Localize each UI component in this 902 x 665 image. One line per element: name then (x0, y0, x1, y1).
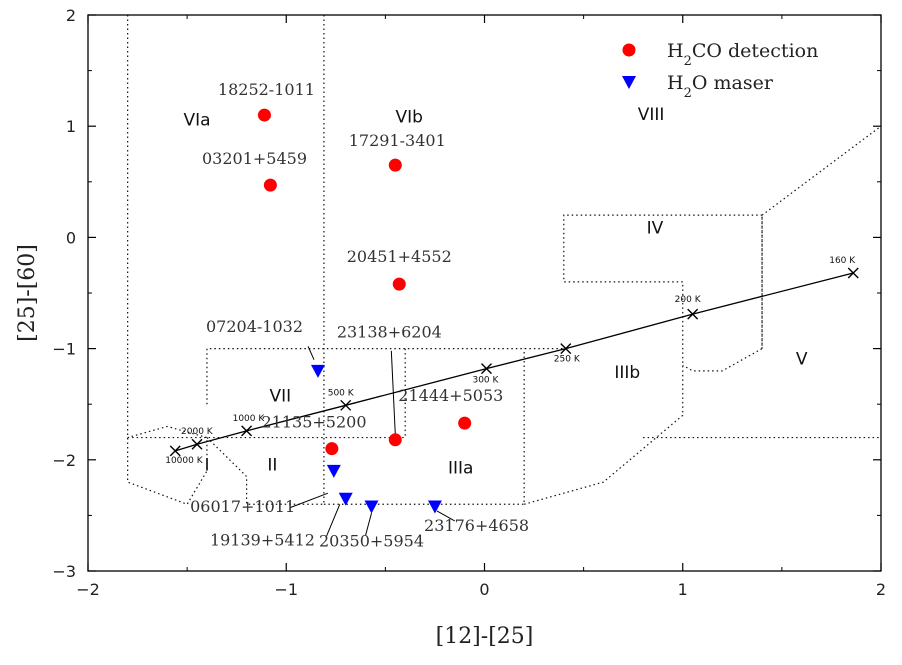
region-label-i: I (204, 455, 209, 475)
blackbody-marker (191, 438, 203, 450)
plot-frame (87, 14, 882, 572)
h2o-maser-point (310, 364, 325, 378)
source-name-label: 20350+5954 (319, 532, 424, 551)
region-boundaries (127, 15, 882, 506)
blackbody-line (175, 272, 854, 452)
source-name-label: 23176+4658 (424, 516, 529, 535)
region-label-iiia: IIIa (448, 459, 473, 479)
region-label-via: VIa (184, 111, 211, 131)
y-tick-label: −3 (52, 562, 76, 581)
legend: H2CO detection H2O maser (622, 40, 818, 101)
h2co-detection-point (388, 158, 402, 172)
region-boundary-3 (206, 437, 324, 505)
region-label-v: V (796, 350, 808, 370)
blackbody-curve (169, 267, 859, 457)
source-name-label: 21444+5053 (398, 386, 503, 405)
legend-marker-h2co (622, 43, 636, 57)
blackbody-marker (340, 399, 352, 411)
leader-line (290, 492, 329, 509)
x-tick-label: 1 (678, 580, 688, 599)
leader-line (436, 510, 456, 522)
region-label-ii: II (267, 455, 277, 475)
region-label-vii: VII (269, 386, 291, 406)
y-tick-label: 1 (66, 117, 76, 136)
y-axis-title: [25]-[60] (15, 244, 40, 342)
x-axis-title: [12]-[25] (436, 624, 534, 649)
h2co-detection-point (388, 433, 402, 447)
region-label-vib: VIb (395, 107, 422, 127)
region-boundary-4 (206, 348, 564, 405)
y-tick-label: −1 (52, 340, 76, 359)
region-label-iv: IV (647, 219, 664, 239)
h2co-detection-point (257, 108, 271, 122)
h2o-maser-point (338, 492, 353, 506)
region-boundary-8 (761, 125, 882, 216)
temperature-label: 160 K (829, 256, 856, 266)
blackbody-marker (241, 425, 253, 437)
leader-line (325, 504, 341, 538)
source-name-label: 20451+4552 (347, 247, 452, 266)
h2o-maser-point (427, 500, 442, 514)
blackbody-marker (560, 343, 572, 355)
temperature-label: 500 K (328, 388, 355, 398)
temperature-label: 2000 K (181, 427, 214, 437)
temperature-label: 300 K (472, 376, 499, 386)
data-points (257, 108, 472, 514)
region-label-viii: VIII (638, 105, 665, 125)
h2o-maser-point (364, 500, 379, 514)
h2co-detection-point (263, 178, 277, 192)
x-tick-label: −1 (274, 580, 298, 599)
region-boundary-7 (523, 214, 763, 505)
x-tick-label: −2 (76, 580, 100, 599)
source-name-label: 18252-1011 (218, 80, 315, 99)
leader-line (307, 346, 315, 360)
temperature-label: 1000 K (233, 414, 266, 424)
source-name-label: 06017+1011 (190, 497, 295, 516)
blackbody-marker (480, 363, 492, 375)
y-tick-label: 2 (66, 6, 76, 25)
x-tick-label: 2 (876, 580, 886, 599)
y-tick-label: 0 (66, 228, 76, 247)
blackbody-marker (169, 445, 181, 457)
x-tick-label: 0 (479, 580, 489, 599)
source-name-label: 17291-3401 (349, 131, 446, 150)
source-name-label: 23138+6204 (337, 322, 442, 341)
legend-label-1: H2O maser (667, 72, 774, 101)
y-tick-label: −2 (52, 451, 76, 470)
source-name-label: 07204-1032 (206, 317, 303, 336)
legend-label-0: H2CO detection (667, 40, 818, 69)
label-leader-lines (290, 346, 456, 538)
blackbody-marker (687, 308, 699, 320)
h2co-detection-point (325, 442, 339, 456)
legend-marker-h2o (622, 76, 636, 89)
source-name-label: 21135+5200 (261, 413, 366, 432)
region-boundary-0 (127, 15, 208, 506)
leader-line (365, 513, 372, 536)
leader-line (390, 350, 396, 435)
h2o-maser-point (326, 464, 341, 478)
temperature-label: 10000 K (165, 456, 203, 466)
h2co-detection-point (392, 277, 406, 291)
source-name-label: 03201+5459 (202, 149, 307, 168)
h2co-detection-point (458, 416, 472, 430)
region-label-iiib: IIIb (614, 363, 640, 383)
blackbody-marker (847, 267, 859, 279)
temperature-label: 200 K (675, 295, 702, 305)
temperature-label: 250 K (554, 355, 581, 365)
source-name-label: 19139+5412 (210, 530, 315, 549)
